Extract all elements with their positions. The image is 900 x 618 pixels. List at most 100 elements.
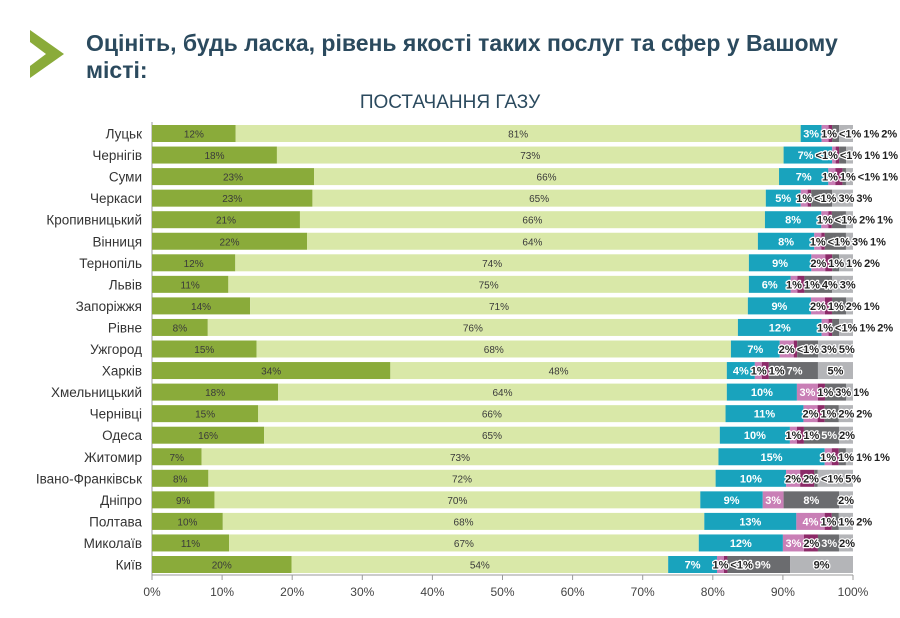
data-label: 3% <box>821 344 837 356</box>
data-label: 1% <box>785 430 801 442</box>
data-label: 70% <box>447 496 467 507</box>
data-label: 5% <box>821 430 837 442</box>
bar-segment <box>803 405 818 423</box>
x-tick-label: 0% <box>143 585 161 599</box>
data-label: 1% <box>751 366 767 378</box>
data-label: <1% <box>816 150 839 162</box>
data-label: 15% <box>761 452 783 464</box>
bar-segment <box>831 211 846 229</box>
bar-segment <box>214 491 701 509</box>
bar-segment <box>832 318 840 336</box>
bar-segment <box>817 383 825 401</box>
data-label: 2% <box>839 538 855 550</box>
bar-segment <box>797 340 819 358</box>
data-label: 8% <box>803 495 819 507</box>
data-label: 3% <box>799 387 815 399</box>
bar-segment <box>845 297 853 315</box>
bar-segment <box>803 426 839 444</box>
bar-segment <box>222 512 705 530</box>
bar-segment <box>824 448 832 466</box>
bar-segment <box>832 275 853 293</box>
x-tick-label: 30% <box>350 585 374 599</box>
bar-segment <box>152 556 292 573</box>
bar-segment <box>790 556 853 573</box>
data-label: 9% <box>772 258 788 270</box>
data-label: 22% <box>219 237 239 248</box>
bar-segment <box>838 426 853 444</box>
bar-segment <box>838 448 846 466</box>
bar-segment <box>807 189 812 207</box>
data-label: 1% <box>810 236 826 248</box>
bar-segment <box>727 556 791 573</box>
category-label: Чернігів <box>92 148 142 163</box>
category-label: Київ <box>116 558 142 573</box>
data-label: 2% <box>859 215 875 227</box>
bar-segment <box>748 254 812 272</box>
data-label: 74% <box>482 259 502 270</box>
data-label: <1% <box>828 236 851 248</box>
x-tick-label: 100% <box>838 585 869 599</box>
data-label: 7% <box>798 150 814 162</box>
data-label: 1% <box>882 150 898 162</box>
category-label: Івано-Франківськ <box>36 471 142 486</box>
data-label: 7% <box>685 560 701 572</box>
data-label: 7% <box>787 366 803 378</box>
data-label: 1% <box>822 172 838 184</box>
bar-segment <box>783 491 840 509</box>
data-label: 7% <box>747 344 763 356</box>
data-label: 3% <box>856 193 872 205</box>
x-tick-label: 70% <box>631 585 655 599</box>
bar-segment <box>839 254 853 272</box>
bar-segment <box>152 254 236 272</box>
data-label: 1% <box>821 129 837 141</box>
bar-segment <box>824 297 832 315</box>
bar-segment <box>152 232 307 250</box>
data-label: 6% <box>762 279 778 291</box>
data-label: 2% <box>864 258 880 270</box>
data-label: 66% <box>482 410 502 421</box>
bar-segment <box>208 469 716 487</box>
category-label: Суми <box>109 170 142 185</box>
data-label: 2% <box>838 495 854 507</box>
data-label: 11% <box>181 539 200 550</box>
data-label: 11% <box>181 280 200 291</box>
category-label: Луцьк <box>106 127 143 142</box>
bar-segment <box>828 318 833 336</box>
data-label: 1% <box>859 322 875 334</box>
bar-segment <box>762 491 784 509</box>
category-label: Ужгород <box>90 342 142 357</box>
data-label: 1% <box>820 409 836 421</box>
bar-segment <box>814 469 818 487</box>
bar-segment <box>828 125 833 142</box>
bar-segment <box>821 211 829 229</box>
bar-segment <box>207 318 738 336</box>
data-label: 1% <box>828 301 844 313</box>
data-label: 81% <box>508 130 528 141</box>
data-label: 4% <box>733 366 749 378</box>
bar-segment <box>152 189 313 207</box>
bar-segment <box>825 254 833 272</box>
data-label: 67% <box>454 539 474 550</box>
category-label: Запоріжжя <box>76 299 142 314</box>
bar-segment <box>278 383 727 401</box>
bar-segment <box>723 556 728 573</box>
bar-segment <box>803 534 818 552</box>
bar-segment <box>768 362 818 380</box>
bar-segment <box>832 125 840 142</box>
data-label: 3% <box>840 279 856 291</box>
bar-segment <box>835 146 840 164</box>
bar-segment <box>804 275 833 293</box>
data-label: <1% <box>858 172 881 184</box>
data-label: 16% <box>198 431 218 442</box>
bar-segment <box>786 469 801 487</box>
bar-segment <box>838 534 853 552</box>
x-tick-label: 90% <box>771 585 795 599</box>
bar-segment <box>765 189 801 207</box>
data-label: 1% <box>786 279 802 291</box>
data-label: 8% <box>173 323 188 334</box>
bar-segment <box>748 275 791 293</box>
data-label: 3% <box>765 495 781 507</box>
bar-segment <box>824 405 839 423</box>
bar-segment <box>828 168 836 186</box>
data-label: 21% <box>216 216 236 227</box>
